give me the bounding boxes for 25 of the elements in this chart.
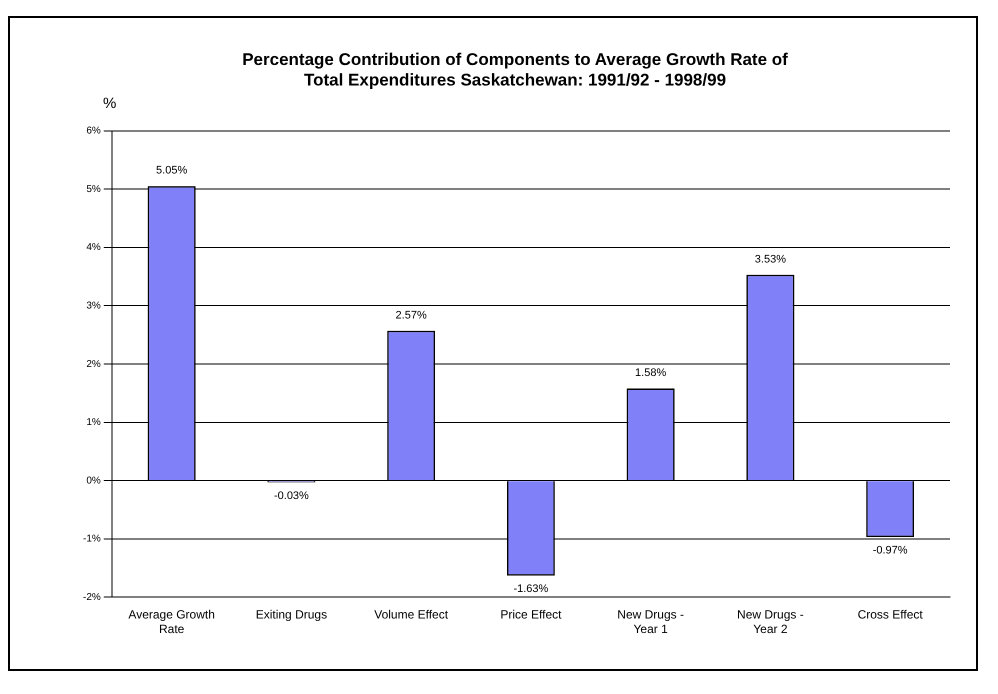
y-tick-label: -2% — [82, 592, 101, 603]
y-tick-label: 5% — [86, 184, 101, 195]
x-tick-label: Price Effect — [500, 608, 562, 622]
y-tick-label: 1% — [86, 417, 101, 428]
data-label: -0.03% — [274, 490, 310, 502]
data-label: 5.05% — [156, 164, 188, 177]
y-tick-label: 0% — [86, 475, 101, 486]
y-tick-label: 2% — [86, 358, 101, 370]
y-tick-label: 3% — [86, 300, 101, 312]
y-tick-label: 4% — [86, 242, 101, 254]
y-axis-title: % — [103, 95, 116, 112]
data-label: -0.97% — [872, 544, 908, 557]
data-label: 1.58% — [635, 367, 666, 380]
chart-title: Percentage Contribution of Components to Average Growth Rate of Total Expenditures Saskatchewan: 1991/92 - 1998/99 — [242, 50, 788, 90]
y-tick-label: 6% — [86, 126, 101, 137]
x-tick-label: Volume Effect — [374, 608, 449, 622]
x-tick-label: New Drugs - Year 1 — [617, 608, 684, 636]
x-tick-label: Exiting Drugs — [256, 608, 328, 622]
x-tick-label: New Drugs - Year 2 — [737, 608, 804, 636]
x-tick-label: Cross Effect — [858, 608, 924, 622]
data-label: -1.63% — [513, 583, 549, 596]
y-tick-label: -1% — [82, 534, 101, 545]
data-label: 3.53% — [754, 253, 786, 266]
data-label: 2.57% — [396, 309, 427, 322]
x-tick-label: Average Growth Rate — [128, 608, 215, 636]
